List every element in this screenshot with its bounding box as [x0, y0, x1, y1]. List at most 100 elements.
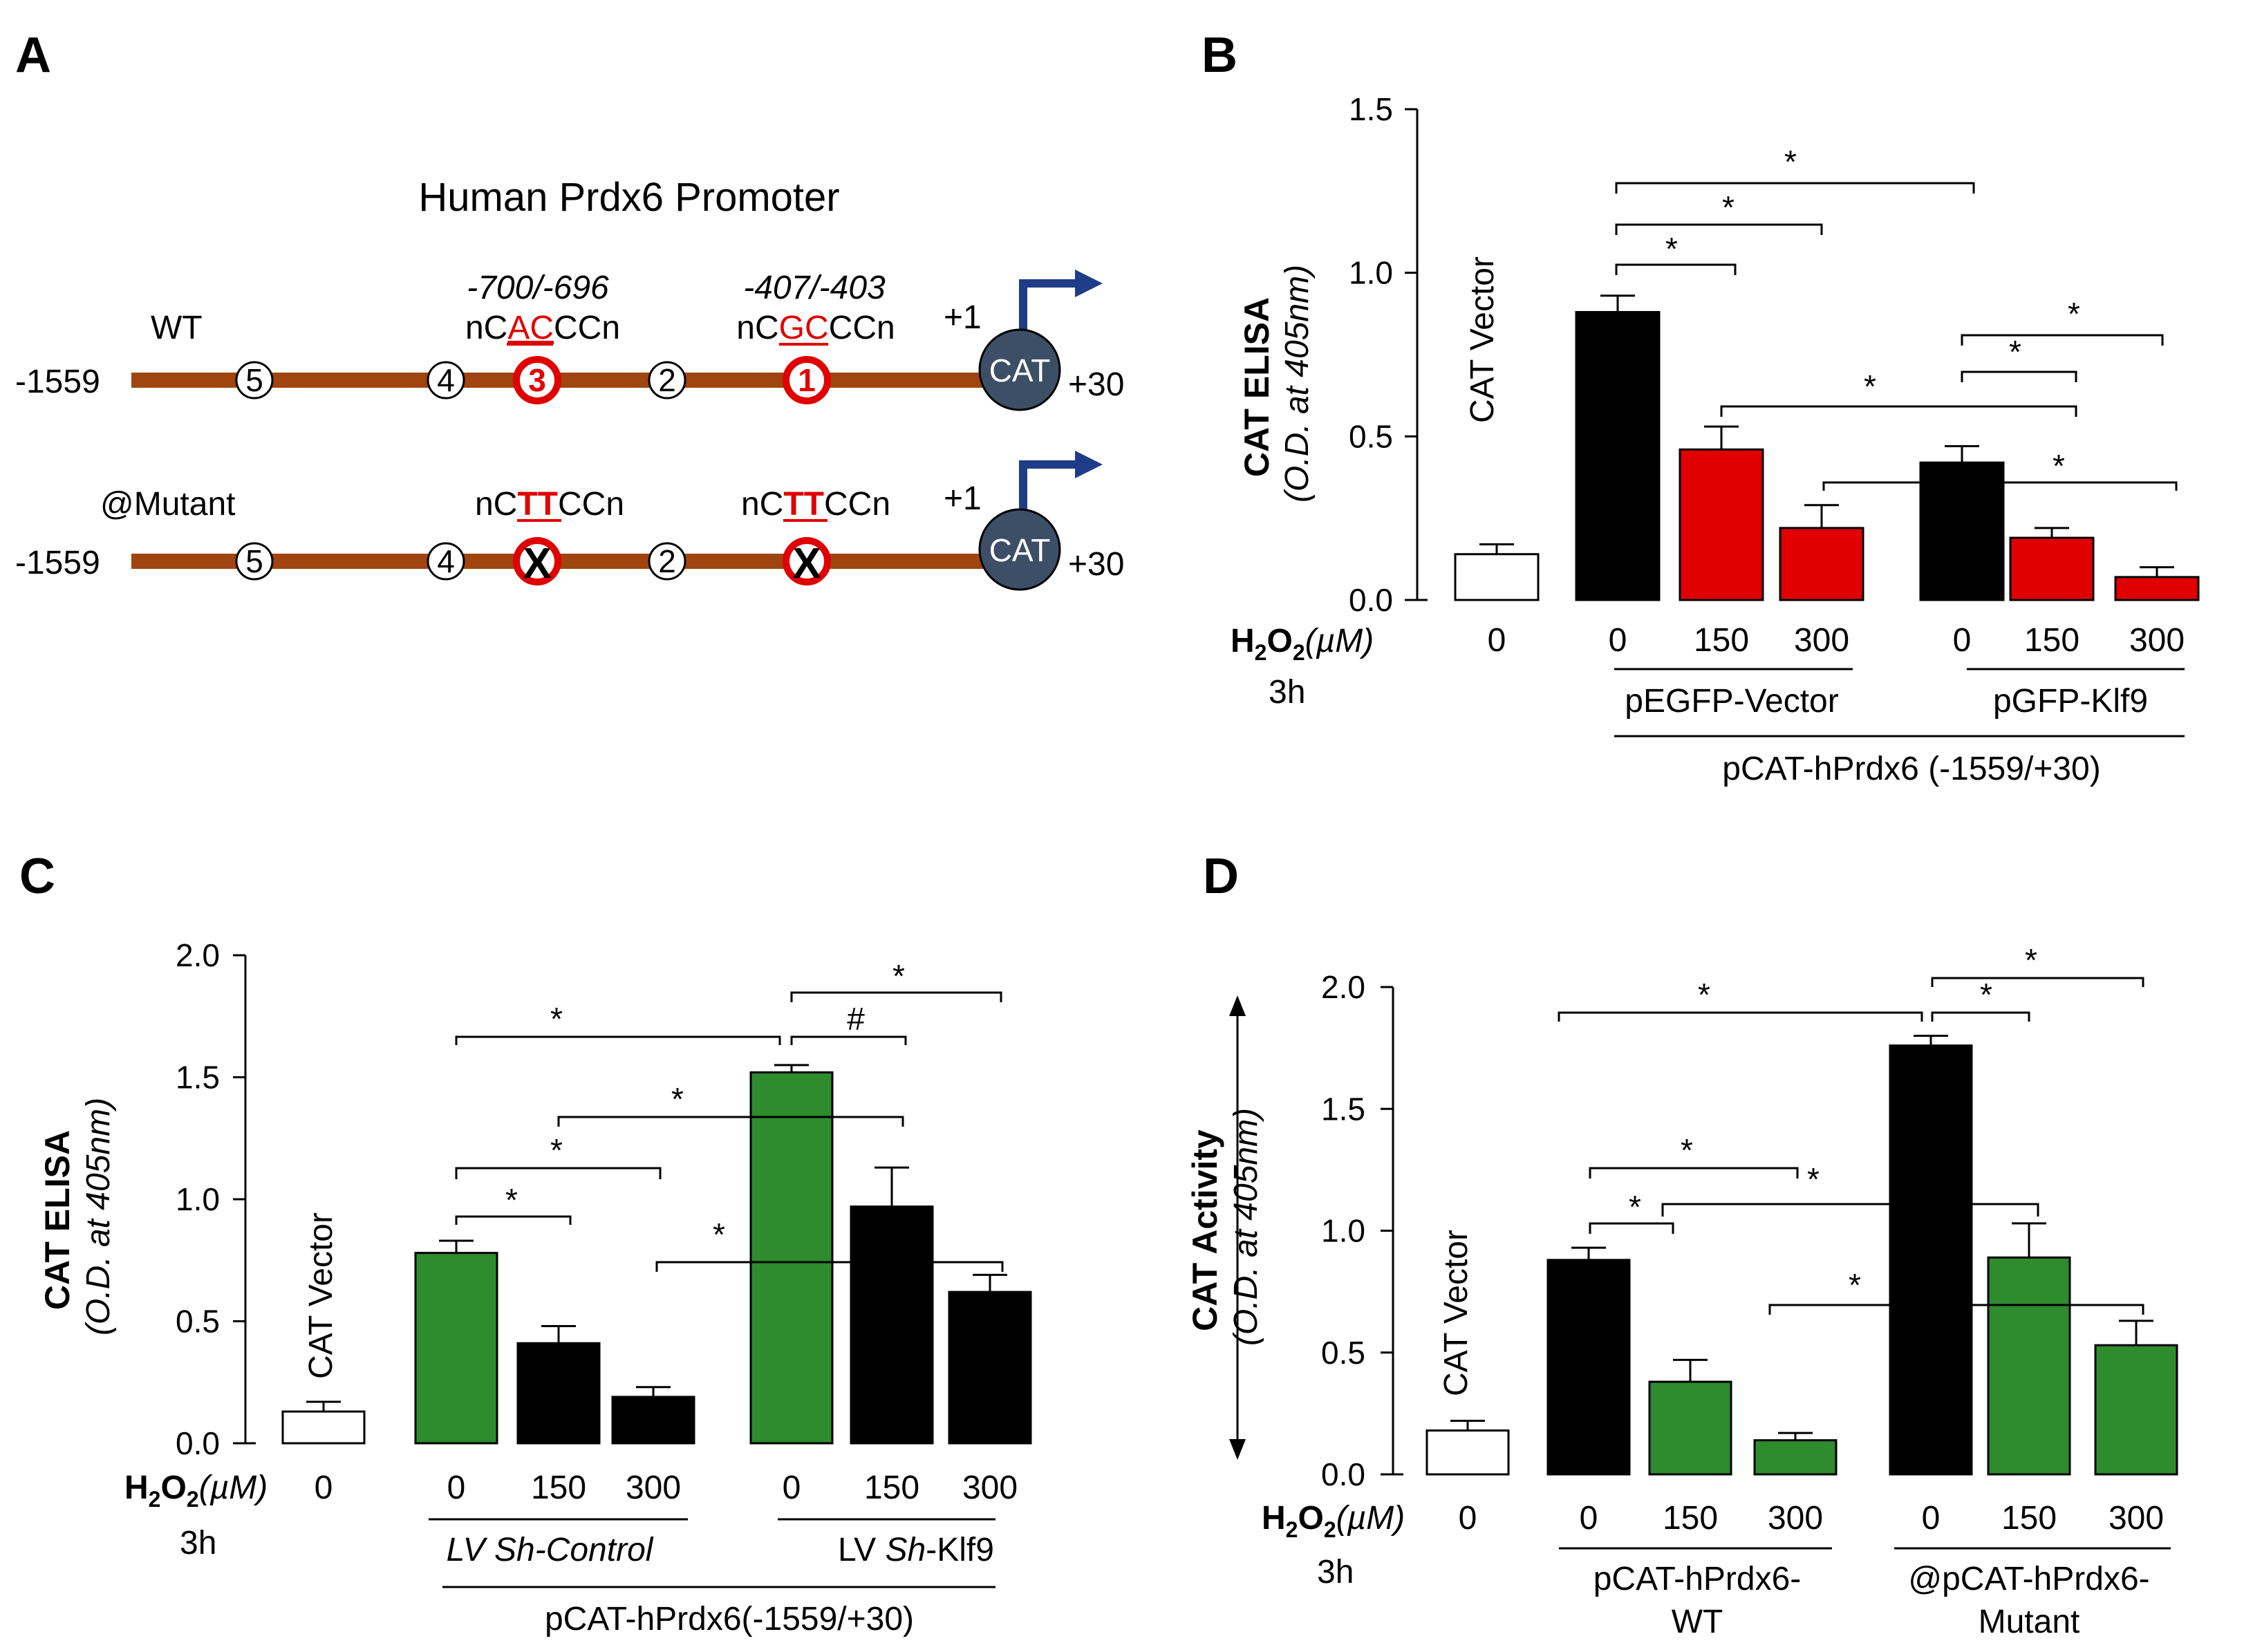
panel-b-bars: 0 0 150 300 0 150 300 — [1454, 294, 2200, 659]
panel-c-bar — [516, 1342, 601, 1445]
svg-text:#: # — [847, 1001, 865, 1037]
svg-text:*: * — [892, 958, 905, 994]
wt-row: WT -1559 5 4 3 2 1 -700/-696 nCACCCn -40… — [15, 270, 1124, 411]
panel-b-category-label: 150 — [1694, 622, 1749, 659]
svg-text:*: * — [671, 1081, 684, 1117]
svg-text:5: 5 — [245, 543, 263, 579]
panel-c-group2-label: LV Sh-Klf9 — [838, 1532, 994, 1568]
svg-text:*: * — [2068, 296, 2080, 332]
panel-d-y-axis: 0.0 0.5 1.0 1.5 2.0 — [1321, 969, 1403, 1492]
mutant-cat-reporter — [978, 508, 1061, 591]
panel-c-construct-label: pCAT-hPrdx6(-1559/+30) — [545, 1601, 914, 1637]
panel-c-letter: C — [19, 849, 55, 904]
panel-c-ylabel: CAT ELISA — [38, 1130, 77, 1310]
svg-text:4: 4 — [437, 543, 455, 579]
panel-b-vector-label: CAT Vector — [1464, 256, 1501, 423]
panel-b-category-label: 300 — [2129, 622, 2185, 659]
svg-text:*: * — [1681, 1132, 1693, 1168]
panel-d-ytick-label: 0.0 — [1321, 1456, 1365, 1492]
panel-b-category-label: 0 — [1609, 622, 1627, 659]
svg-text:*: * — [505, 1182, 518, 1218]
panel-b-category-label: 0 — [1953, 622, 1972, 659]
wt-site-4 — [427, 361, 465, 400]
svg-text:4: 4 — [437, 362, 455, 398]
panel-c-ytick-label: 1.5 — [176, 1060, 220, 1096]
panel-d-letter: D — [1203, 849, 1239, 904]
panel-c-ytick-label: 2.0 — [176, 937, 220, 973]
panel-d-ylabel: CAT Activity — [1186, 1129, 1224, 1331]
panel-a: A Human Prdx6 Promoter WT -1559 5 4 3 2 … — [15, 28, 1124, 591]
panel-b-ytick-label: 1.0 — [1349, 255, 1393, 291]
panel-c-ytick-label: 0.5 — [176, 1304, 220, 1340]
svg-text:*: * — [2053, 448, 2065, 484]
panel-c-group1-label: LV Sh-Control — [447, 1532, 654, 1568]
mutant-site1-sequence: nCTTCCn — [741, 486, 890, 523]
panel-c-treatment-label: H2O2(µM) — [124, 1470, 268, 1512]
svg-text:*: * — [1807, 1161, 1820, 1197]
panel-d-category-label: 0 — [1922, 1500, 1941, 1537]
panel-a-letter: A — [15, 28, 51, 83]
mutant-site-4 — [427, 542, 465, 581]
panel-d-category-label: 0 — [1580, 1500, 1598, 1537]
svg-text:5: 5 — [245, 362, 263, 398]
wt-site-2 — [648, 361, 686, 400]
panel-b-construct-label: pCAT-hPrdx6 (-1559/+30) — [1722, 751, 2100, 787]
panel-d-bar — [1425, 1429, 1510, 1476]
svg-text:*: * — [1665, 231, 1678, 267]
panel-d-treatment-label: H2O2(µM) — [1262, 1500, 1405, 1542]
svg-text:*: * — [1980, 977, 1992, 1013]
panel-d-bars: 0 0 150 300 0 150 300 — [1425, 1035, 2178, 1537]
mutant-end: +30 — [1068, 546, 1124, 583]
svg-text:*: * — [1722, 189, 1735, 225]
svg-text:1: 1 — [798, 362, 816, 398]
panel-d-group2-label-2: Mutant — [1979, 1604, 2080, 1640]
panel-d-category-label: 300 — [1768, 1500, 1823, 1537]
panel-b: B 0.0 0.5 1.0 1.5 CAT ELISA (O.D. at 405nm)… — [1202, 28, 2200, 787]
wt-site1-sequence: nCGCCCn — [736, 310, 895, 346]
svg-text:*: * — [1864, 368, 1876, 404]
mutant-site-1-deleted — [783, 537, 831, 585]
panel-c-xlabels: H2O2(µM) 3h LV Sh-Control LV Sh-Klf9 pCA… — [124, 1470, 995, 1637]
wt-cat-reporter — [978, 328, 1061, 411]
mutant-site3-sequence: nCTTCCn — [475, 486, 624, 523]
svg-text:2: 2 — [658, 362, 676, 398]
panel-c-category-label: 150 — [864, 1470, 919, 1506]
svg-text:*: * — [1849, 1267, 1861, 1303]
svg-text:*: * — [1629, 1189, 1641, 1225]
svg-text:*: * — [1784, 144, 1797, 180]
panel-c-time: 3h — [180, 1525, 216, 1561]
panel-b-category-label: 300 — [1794, 622, 1849, 659]
svg-text:*: * — [1698, 977, 1710, 1013]
panel-d-bar — [1648, 1380, 1732, 1476]
mutant-plus1: +1 — [944, 480, 982, 517]
panel-b-letter: B — [1202, 28, 1237, 83]
panel-c-category-label: 150 — [531, 1470, 586, 1506]
panel-d-category-label: 0 — [1459, 1500, 1477, 1537]
panel-c-bar — [850, 1205, 934, 1445]
panel-d-ylabel-sub: (O.D. at 405nm) — [1228, 1108, 1264, 1346]
panel-c-vector-label: CAT Vector — [303, 1212, 339, 1379]
panel-c-category-label: 0 — [783, 1470, 801, 1506]
svg-text:2: 2 — [658, 543, 676, 579]
panel-b-group1-label: pEGFP-Vector — [1625, 683, 1838, 720]
panel-b-significance: * * * * * * * — [1615, 144, 2178, 491]
panel-c-significance: * * # * * * * — [455, 958, 1004, 1272]
wt-site3-sequence: nCACCCn — [465, 310, 620, 346]
wt-end: +30 — [1068, 366, 1124, 403]
panel-d-category-label: 300 — [2109, 1500, 2164, 1537]
svg-text:*: * — [2025, 942, 2037, 978]
panel-c-category-label: 0 — [315, 1470, 333, 1506]
panel-c-bar — [414, 1252, 498, 1445]
panel-b-ytick-label: 0.5 — [1349, 418, 1393, 454]
wt-tss-arrow — [1019, 279, 1078, 349]
panel-d-group1-label-2: WT — [1672, 1604, 1723, 1640]
panel-b-bar — [1575, 310, 1661, 601]
mutant-row: @Mutant -1559 5 4 X 2 X nCTTCCn nCTTCCn … — [15, 451, 1124, 591]
wt-site-1 — [783, 356, 831, 404]
panel-c-bar — [948, 1290, 1032, 1445]
panel-d-bar — [1546, 1259, 1631, 1476]
panel-b-treatment-label: H2O2(µM) — [1231, 623, 1374, 665]
mutant-label: @Mutant — [100, 486, 235, 523]
panel-d-time: 3h — [1317, 1554, 1354, 1590]
svg-text:*: * — [713, 1217, 725, 1252]
